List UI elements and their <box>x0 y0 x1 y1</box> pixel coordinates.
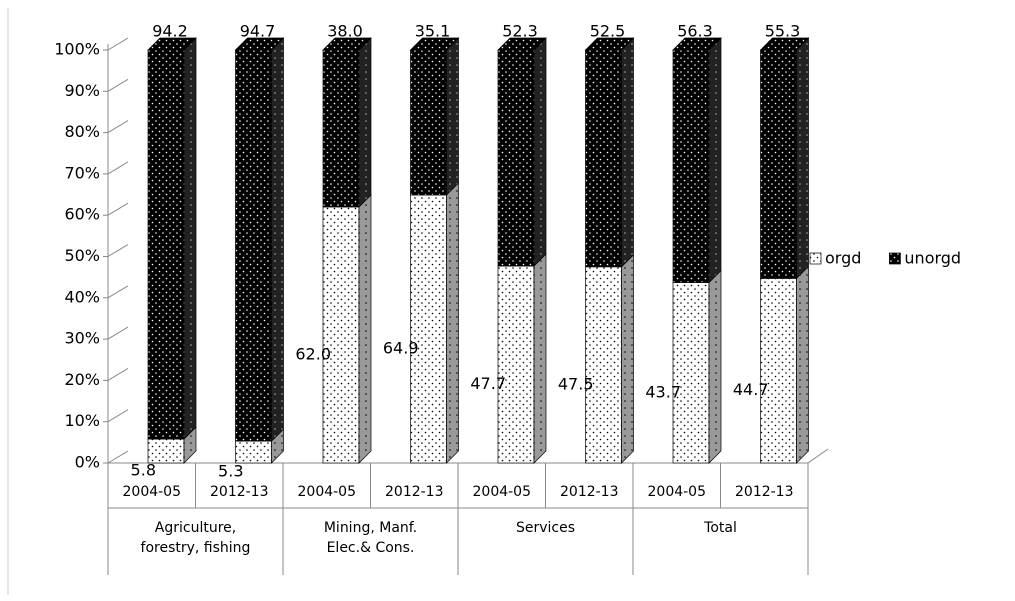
value-label: 94.2 <box>152 22 188 41</box>
bar-segment <box>410 194 447 464</box>
y-tick-label: 100% <box>54 40 100 59</box>
x-tick-label: 2012-13 <box>210 484 269 500</box>
legend-label: unorgd <box>904 249 961 268</box>
y-tick-depth <box>107 326 129 340</box>
value-label: 5.3 <box>218 462 243 481</box>
y-tick-label: 80% <box>64 122 100 141</box>
bar-top <box>759 37 810 51</box>
value-label: 44.7 <box>733 380 769 399</box>
bar-segment <box>497 265 535 464</box>
legend-label: orgd <box>825 249 861 268</box>
y-tick-depth <box>107 244 129 257</box>
bar-segment <box>322 206 360 464</box>
bar-side <box>446 182 459 464</box>
bar-top <box>147 37 197 51</box>
bar-side <box>796 37 809 280</box>
bar-side <box>708 269 722 464</box>
y-tick-depth <box>107 202 129 216</box>
bar-side <box>271 37 284 442</box>
bar-side <box>183 37 197 440</box>
bar-top <box>584 37 635 51</box>
x-tick-label: 2004-05 <box>123 484 182 500</box>
value-label: 64.9 <box>383 338 419 357</box>
y-tick-depth <box>107 367 129 381</box>
group-label: Total <box>703 520 737 536</box>
group-label: Mining, Manf. <box>324 520 417 536</box>
bar-segment <box>147 49 185 440</box>
y-tick-label: 40% <box>64 287 100 306</box>
group-label: forestry, fishing <box>141 540 251 556</box>
x-tick-label: 2012-13 <box>735 484 794 500</box>
x-tick-label: 2004-05 <box>648 484 707 500</box>
x-tick-label: 2004-05 <box>298 484 357 500</box>
x-tick-label: 2012-13 <box>560 484 619 500</box>
y-tick-label: 70% <box>64 163 100 182</box>
bar-side <box>358 37 372 208</box>
y-tick-depth <box>107 78 129 92</box>
y-tick-depth <box>107 285 129 299</box>
bar-side <box>446 37 459 196</box>
y-tick-label: 10% <box>64 411 100 430</box>
group-label: Elec.& Cons. <box>327 540 415 556</box>
bar-side <box>796 265 809 464</box>
value-label: 52.5 <box>590 22 626 41</box>
bar-segment <box>760 49 797 279</box>
bar-segment <box>410 49 447 196</box>
legend-swatch <box>889 252 901 265</box>
bar-segment <box>235 440 272 464</box>
y-tick-label: 20% <box>64 370 100 389</box>
y-tick-label: 0% <box>75 453 100 472</box>
bar-segment <box>585 266 622 464</box>
y-tick-depth <box>107 37 129 51</box>
value-label: 52.3 <box>502 22 538 41</box>
x-tick-label: 2004-05 <box>473 484 532 500</box>
value-label: 47.7 <box>470 374 506 393</box>
bar-top <box>234 37 285 51</box>
y-tick-depth <box>107 450 129 464</box>
bar-side <box>358 194 372 464</box>
legend-swatch <box>809 252 822 265</box>
bar-segment <box>585 49 622 268</box>
value-label: 35.1 <box>415 22 451 41</box>
y-tick-label: 60% <box>64 205 100 224</box>
y-tick-label: 90% <box>64 81 100 100</box>
bar-top <box>497 37 547 51</box>
group-label: Agriculture, <box>155 520 236 536</box>
value-label: 55.3 <box>765 22 801 41</box>
value-label: 56.3 <box>677 22 713 41</box>
y-tick-depth <box>107 161 129 175</box>
value-label: 62.0 <box>295 344 331 363</box>
value-label: 5.8 <box>131 461 156 480</box>
y-tick-depth <box>107 120 129 134</box>
floor-edge <box>807 448 829 464</box>
bar-segment <box>235 49 272 442</box>
bar-segment <box>497 49 535 267</box>
bar-side <box>708 37 722 284</box>
bar-segment <box>672 49 710 283</box>
y-tick-label: 50% <box>64 246 100 265</box>
bar-segment <box>760 278 797 464</box>
x-tick-label: 2012-13 <box>385 484 444 500</box>
bar-top <box>322 37 372 51</box>
y-tick-label: 30% <box>64 329 100 348</box>
bar-segment <box>672 282 710 464</box>
bar-side <box>533 253 547 464</box>
value-label: 94.7 <box>240 22 276 41</box>
bar-side <box>533 37 547 267</box>
group-label: Services <box>516 520 575 536</box>
bar-side <box>621 253 634 464</box>
value-label: 47.5 <box>558 374 594 393</box>
y-tick-depth <box>107 409 129 423</box>
value-label: 43.7 <box>645 382 681 401</box>
value-label: 38.0 <box>327 22 363 41</box>
bar-segment <box>322 49 360 208</box>
bar-side <box>621 37 634 268</box>
bar-top <box>672 37 722 51</box>
bar-top <box>409 37 460 51</box>
bar-segment <box>147 438 185 464</box>
